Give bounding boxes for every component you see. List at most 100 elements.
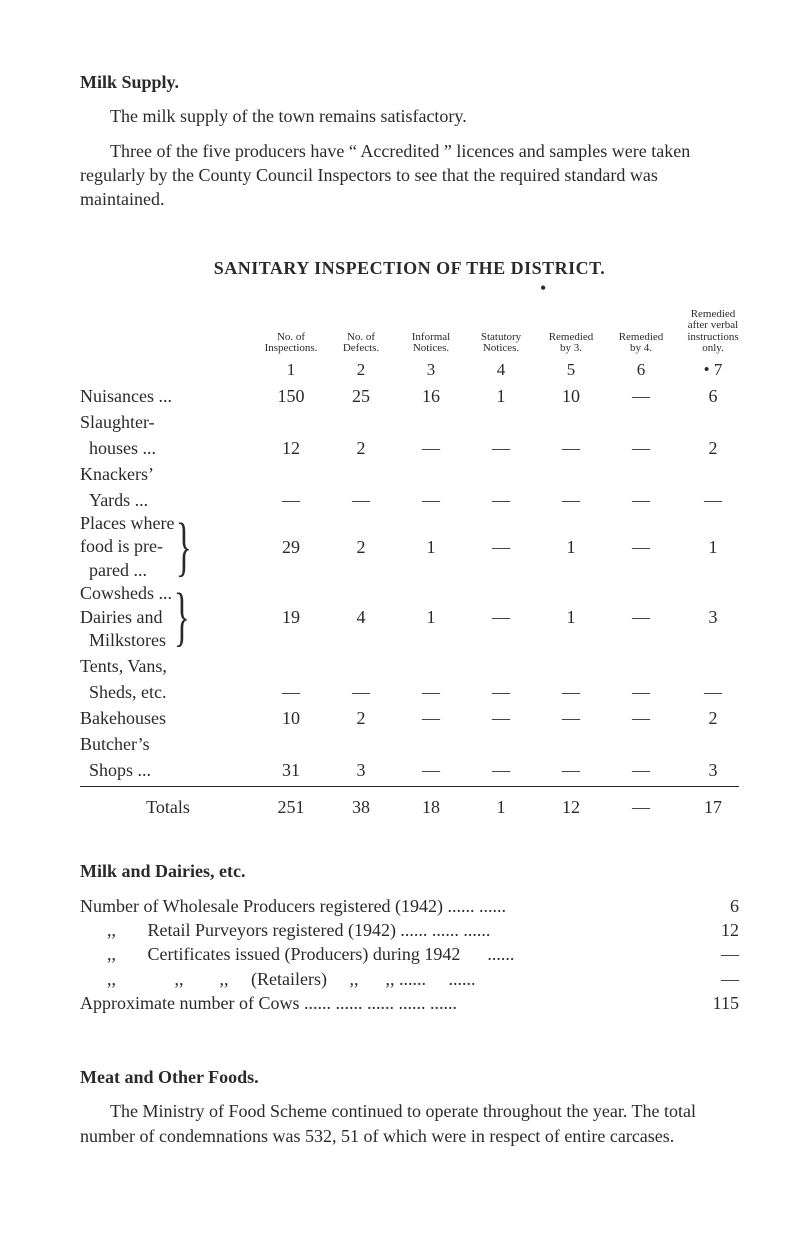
cell: 16	[396, 384, 466, 408]
cell: —	[396, 436, 466, 460]
row-label-group: Places wherefood is pre- pared ...}	[80, 512, 256, 582]
table-row: houses ...122————2	[80, 434, 739, 460]
cell: 150	[256, 384, 326, 408]
facts-text: ,, Certificates issued (Producers) durin…	[80, 942, 679, 966]
cell: —	[536, 436, 606, 460]
facts-row: Number of Wholesale Producers registered…	[80, 894, 739, 918]
totals-label: Totals	[80, 795, 256, 819]
col-header-7: Remediedafter verbalinstructions only.	[676, 309, 750, 356]
cell: 3	[676, 758, 750, 782]
facts-value: 115	[679, 991, 739, 1015]
cell: 1	[536, 605, 606, 629]
cell: 1	[396, 605, 466, 629]
cell: 31	[256, 758, 326, 782]
milk-dairies-heading: Milk and Dairies, etc.	[80, 859, 739, 883]
col-idx-1: 1	[256, 359, 326, 382]
row-label-line: Milkstores	[80, 629, 172, 652]
totals-v5: 12	[536, 795, 606, 819]
facts-text: ,, ,, ,, (Retailers) ,, ,, ...... ......	[80, 967, 679, 991]
cell: —	[676, 488, 750, 512]
totals-v6: —	[606, 795, 676, 819]
cell: 1	[466, 384, 536, 408]
cell: 2	[326, 535, 396, 559]
row-label-line: pared ...	[80, 559, 174, 582]
cell: —	[396, 680, 466, 704]
brace-icon: }	[176, 521, 192, 574]
col-idx-3: 3	[396, 359, 466, 382]
totals-rule	[80, 786, 739, 787]
facts-value: 12	[679, 918, 739, 942]
cell: 3	[676, 605, 750, 629]
row-label: Yards ...	[80, 488, 256, 512]
row-label: Shops ...	[80, 758, 256, 782]
cell: —	[466, 680, 536, 704]
cell: 19	[256, 605, 326, 629]
brace-icon: }	[174, 591, 190, 644]
cell: —	[466, 605, 536, 629]
meat-p1: The Ministry of Food Scheme continued to…	[80, 1099, 739, 1148]
table-row: Butcher’s	[80, 730, 739, 756]
cell: 2	[676, 706, 750, 730]
table-row: Nuisances ...1502516110—6	[80, 382, 739, 408]
table-row: Yards ...———————	[80, 486, 739, 512]
cell: —	[606, 535, 676, 559]
row-label: houses ...	[80, 436, 256, 460]
facts-row: ,, ,, ,, (Retailers) ,, ,, ...... ......…	[80, 967, 739, 991]
table-index-row: 1 2 3 4 5 6 • 7	[80, 356, 739, 382]
cell: —	[606, 758, 676, 782]
cell: —	[606, 680, 676, 704]
facts-text: Approximate number of Cows ...... ......…	[80, 991, 679, 1015]
cell: —	[606, 706, 676, 730]
cell: 10	[536, 384, 606, 408]
inspection-title: SANITARY INSPECTION OF THE DISTRICT.	[80, 256, 739, 280]
cell: —	[396, 758, 466, 782]
table-row: Shops ...313————3	[80, 756, 739, 782]
cell: —	[536, 680, 606, 704]
row-label: Nuisances ...	[80, 384, 256, 408]
col-header-2: No. ofDefects.	[326, 332, 396, 356]
col-idx-4: 4	[466, 359, 536, 382]
cell: —	[396, 488, 466, 512]
milk-supply-p1: The milk supply of the town remains sati…	[80, 104, 739, 128]
facts-value: —	[679, 967, 739, 991]
cell: —	[256, 680, 326, 704]
cell: —	[466, 758, 536, 782]
facts-text: ,, Retail Purveyors registered (1942) ..…	[80, 918, 679, 942]
table-row: Places wherefood is pre- pared ...}292 1—…	[80, 512, 739, 582]
meat-section: Meat and Other Foods. The Ministry of Fo…	[80, 1065, 739, 1148]
cell: 2	[326, 436, 396, 460]
col-idx-2: 2	[326, 359, 396, 382]
cell: 29	[256, 535, 326, 559]
row-label: Bakehouses	[80, 706, 256, 730]
totals-v3: 18	[396, 795, 466, 819]
cell: —	[606, 436, 676, 460]
cell: —	[606, 605, 676, 629]
stray-dot: •	[540, 276, 546, 300]
col-idx-6: 6	[606, 359, 676, 382]
col-header-6: Remediedby 4.	[606, 332, 676, 356]
row-label: Knackers’	[80, 462, 256, 486]
cell: —	[606, 384, 676, 408]
totals-v4: 1	[466, 795, 536, 819]
cell: —	[536, 758, 606, 782]
cell: 10	[256, 706, 326, 730]
cell: —	[466, 488, 536, 512]
totals-row: Totals 251 38 18 1 12 — 17	[80, 793, 739, 819]
cell: —	[396, 706, 466, 730]
row-label-group: Cowsheds ...Dairies and Milkstores}	[80, 582, 256, 652]
cell: 1	[536, 535, 606, 559]
cell: —	[606, 488, 676, 512]
cell: 2	[676, 436, 750, 460]
table-body: Nuisances ...1502516110—6Slaughter- hous…	[80, 382, 739, 782]
col-idx-7: • 7	[676, 359, 750, 382]
cell: 25	[326, 384, 396, 408]
col-header-5: Remediedby 3.	[536, 332, 606, 356]
col-header-1: No. ofInspections.	[256, 332, 326, 356]
facts-value: —	[679, 942, 739, 966]
cell: —	[466, 535, 536, 559]
totals-v7: 17	[676, 795, 750, 819]
table-row: Slaughter-	[80, 408, 739, 434]
col-header-4: StatutoryNotices.	[466, 332, 536, 356]
cell: 1	[676, 535, 750, 559]
facts-value: 6	[679, 894, 739, 918]
